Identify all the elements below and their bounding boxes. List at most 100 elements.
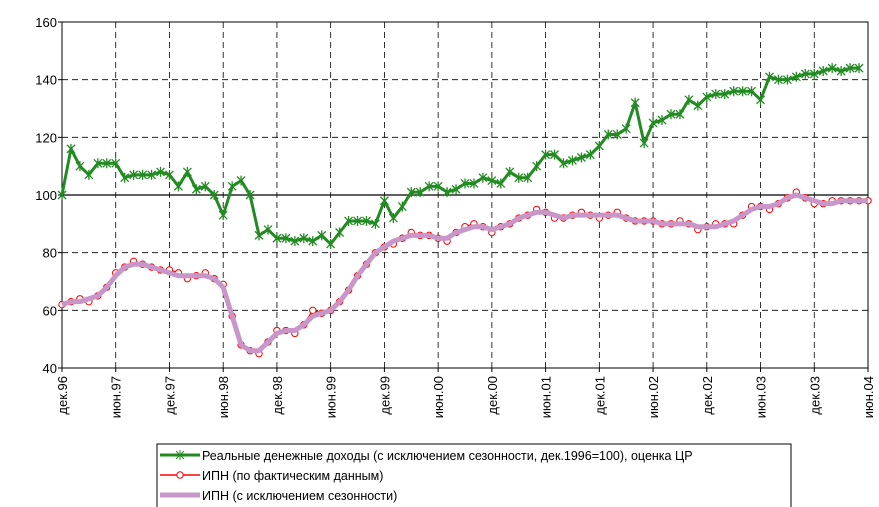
point — [576, 152, 586, 163]
point — [200, 181, 210, 192]
point — [75, 161, 85, 172]
point — [773, 74, 783, 85]
point — [836, 66, 846, 77]
point — [478, 172, 488, 183]
y-tick-label: 140 — [35, 73, 57, 88]
point — [415, 187, 425, 198]
point — [129, 169, 139, 180]
y-tick-label: 120 — [35, 130, 57, 145]
point — [693, 100, 703, 111]
point — [362, 215, 371, 226]
point — [800, 68, 810, 79]
point — [666, 109, 676, 120]
legend-label: ИПН (с исключением сезонности) — [202, 489, 397, 503]
point — [57, 190, 67, 200]
point — [308, 236, 318, 247]
point — [317, 230, 327, 241]
point — [541, 149, 551, 160]
y-tick-label: 100 — [35, 188, 57, 203]
series-line — [61, 191, 868, 355]
point — [738, 86, 748, 97]
x-tick-label: дек.01 — [592, 376, 607, 415]
point — [747, 86, 757, 97]
x-tick-label: дек.98 — [270, 376, 285, 415]
point — [147, 169, 157, 180]
point — [66, 143, 76, 154]
point — [514, 172, 524, 183]
point — [120, 172, 130, 183]
point — [379, 195, 389, 206]
x-tick-label: июн.01 — [539, 376, 554, 418]
x-tick-label: дек.02 — [700, 376, 715, 415]
point — [111, 158, 121, 169]
legend-label: ИПН (по фактическим данным) — [202, 469, 383, 483]
point — [156, 166, 165, 177]
legend-marker — [176, 471, 184, 479]
point — [612, 129, 622, 140]
x-tick-label: июн.03 — [754, 376, 769, 418]
x-tick-label: дек.97 — [162, 376, 177, 415]
y-tick-label: 80 — [43, 246, 57, 261]
x-tick-label: июн.99 — [324, 376, 339, 418]
point — [182, 166, 192, 177]
point — [621, 123, 631, 134]
point — [523, 172, 533, 183]
point — [93, 158, 103, 169]
x-tick-label: июн.00 — [431, 376, 446, 418]
series-line — [61, 192, 868, 354]
x-tick-label: дек.96 — [55, 376, 70, 415]
point — [675, 109, 685, 120]
point — [165, 169, 174, 180]
point — [603, 129, 613, 140]
point — [460, 178, 470, 189]
point — [550, 149, 560, 160]
point — [765, 71, 774, 82]
point — [406, 187, 416, 198]
point — [720, 89, 730, 100]
point — [326, 239, 336, 250]
point — [711, 89, 721, 100]
point — [809, 68, 819, 79]
legend-box — [156, 443, 792, 507]
point — [370, 218, 380, 229]
point — [594, 140, 604, 151]
point — [281, 233, 291, 244]
point — [559, 158, 568, 169]
point — [236, 175, 246, 186]
point — [630, 97, 640, 108]
y-tick-label: 60 — [43, 303, 57, 318]
x-tick-label: июн.04 — [861, 376, 876, 418]
point — [84, 169, 94, 180]
point — [505, 166, 515, 177]
x-tick-label: июн.97 — [109, 376, 124, 418]
point — [496, 178, 506, 189]
x-tick-label: дек.03 — [807, 376, 822, 415]
point — [782, 74, 792, 85]
y-tick-label: 160 — [35, 15, 57, 30]
point — [684, 94, 694, 105]
point — [585, 149, 595, 160]
point — [344, 215, 354, 226]
point — [397, 201, 407, 212]
point — [702, 91, 712, 102]
point — [218, 210, 228, 221]
point — [191, 184, 201, 195]
point — [854, 63, 864, 74]
legend-label: Реальные денежные доходы (с исключением … — [202, 449, 693, 463]
point — [290, 236, 300, 247]
point — [791, 71, 801, 82]
point — [532, 161, 542, 172]
point — [451, 184, 461, 195]
point — [173, 181, 183, 192]
point — [469, 178, 479, 189]
point — [335, 227, 345, 238]
point — [245, 190, 255, 200]
legend-marker — [175, 450, 185, 460]
x-tick-label: июн.98 — [216, 376, 231, 418]
point — [299, 233, 309, 244]
point — [102, 158, 112, 169]
point — [818, 66, 828, 77]
point — [487, 175, 497, 186]
x-tick-label: дек.99 — [377, 376, 392, 415]
